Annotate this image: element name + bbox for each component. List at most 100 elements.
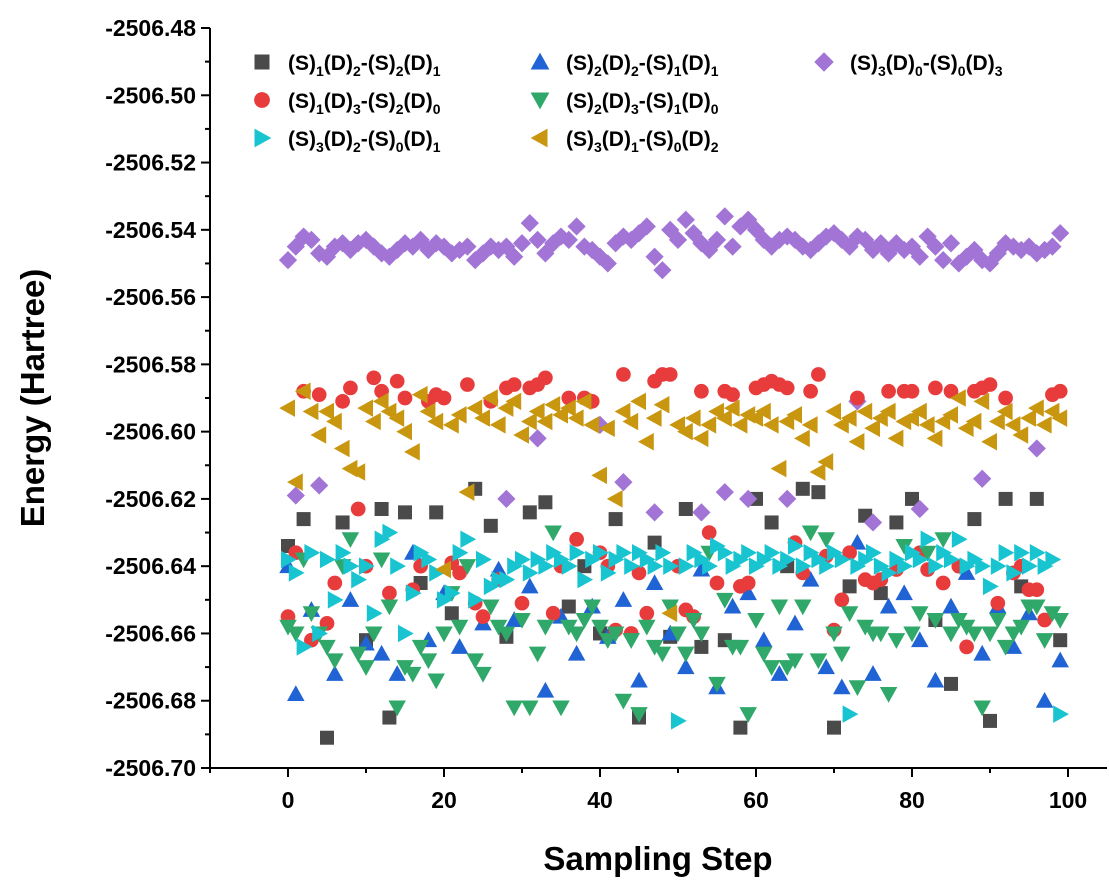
data-point [692,503,711,522]
data-point [521,700,539,717]
data-point [304,543,321,562]
data-point [528,230,547,250]
data-point [996,402,1013,421]
data-point [528,402,545,421]
data-point [326,653,344,670]
data-point [1052,383,1068,399]
data-point [701,525,717,540]
data-point [357,399,373,417]
data-point [522,505,537,520]
data-point [911,631,929,648]
data-point [973,392,990,411]
data-point [466,653,484,670]
data-point [786,614,804,631]
data-point [411,385,428,404]
data-point [513,426,529,444]
data-point [366,604,383,623]
data-point [545,605,561,621]
data-point [506,377,522,392]
y-tick-label: -2506.48 [105,15,196,41]
data-point [608,512,623,527]
data-point [879,244,898,263]
data-point [514,595,530,611]
data-point [575,392,592,411]
data-point [881,564,898,582]
data-point [739,584,757,601]
data-point [716,409,732,427]
data-point [458,559,477,575]
data-point [380,247,399,266]
data-point [918,227,937,246]
data-point [598,254,617,273]
data-point [515,550,531,569]
data-point [942,406,958,424]
data-point [320,550,336,569]
data-point [382,585,397,601]
data-point [739,489,758,509]
y-tick-label: -2506.66 [105,620,196,646]
data-point [536,619,555,636]
legend-marker [530,128,548,148]
y-tick-label: -2506.60 [105,419,196,445]
data-point [468,591,484,609]
data-point [677,658,695,675]
y-tick-label: -2506.64 [105,553,196,579]
legend-item: (S)2​(D)3​-(S)1​(D)0​ [530,90,719,117]
data-point [590,415,610,435]
data-point [928,557,945,575]
data-point [1020,409,1036,427]
data-point [398,505,412,520]
x-tick-label: 0 [282,787,295,813]
data-point [335,543,352,562]
y-tick-label: -2506.68 [105,688,196,714]
data-point [279,399,295,417]
data-point [1004,626,1023,643]
data-point [310,426,327,444]
data-point [310,476,329,495]
data-point [881,383,896,399]
data-point [998,390,1013,406]
data-point [801,240,820,260]
data-point [1053,705,1069,723]
data-point [942,626,960,643]
data-point [544,395,561,414]
data-point [497,489,516,509]
axes: -2506.48 -2506.50 -2506.52 -2506.54 -2506.56… [105,15,1107,813]
data-point [692,429,709,448]
data-point [809,653,828,670]
data-point [903,626,921,643]
data-point [444,606,459,621]
data-point [717,543,734,562]
y-tick-label: -2506.50 [105,82,196,108]
data-point [694,383,709,399]
data-point [505,247,524,266]
data-point [286,237,305,256]
data-point [663,557,679,575]
data-point [1045,550,1062,569]
data-point [863,513,883,532]
data-point [1027,439,1046,458]
data-point [989,412,1005,431]
data-point [606,626,625,643]
data-point [521,577,539,594]
data-point [700,416,717,434]
data-point [404,666,422,683]
data-point [350,501,366,517]
data-point [990,595,1006,611]
data-point [801,525,820,542]
data-point [897,557,913,575]
data-point [786,406,802,424]
legend-marker [254,92,270,108]
data-point [327,575,343,591]
data-point [755,646,773,663]
data-point [872,626,890,643]
data-point [436,390,452,406]
data-point [569,543,586,562]
data-point [840,606,859,623]
data-point [975,557,991,575]
data-point [452,543,469,562]
data-point [811,367,826,382]
data-point [513,613,531,629]
data-point [895,584,913,601]
